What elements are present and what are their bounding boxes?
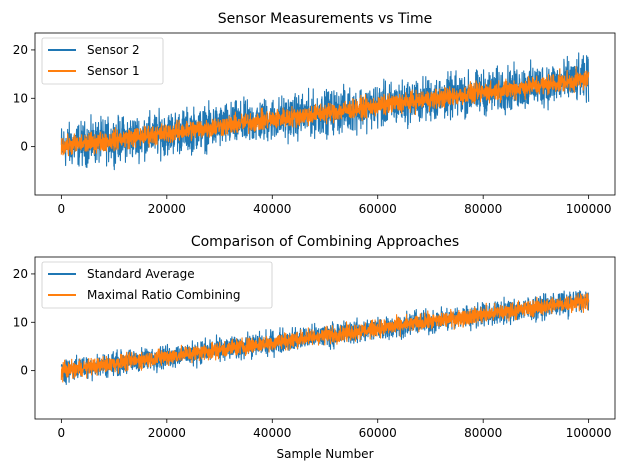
axes-frame: [34, 32, 616, 196]
subplot-sensor-measurements: Sensor Measurements vs Time 0 20000 40000 6…: [13, 11, 616, 216]
subplot-combining-approaches: Comparison of Combining Approaches 0 2000…: [13, 234, 616, 461]
y-tick-label: 10: [13, 91, 28, 105]
x-tick-label: 100000: [566, 426, 612, 440]
x-tick-label: 80000: [464, 202, 502, 216]
legend-label-standard-average: Standard Average: [87, 267, 195, 281]
x-tick-label: 60000: [359, 426, 397, 440]
x-tick-label: 100000: [566, 202, 612, 216]
x-tick-label: 40000: [253, 426, 291, 440]
legend: Standard Average Maximal Ratio Combining: [41, 261, 273, 309]
series-line-sensor-2: [60, 52, 590, 171]
series-line-sensor-1: [60, 66, 590, 157]
x-tick-label: 0: [58, 202, 66, 216]
x-ticks: 0 20000 40000 60000 80000 100000: [58, 419, 612, 440]
x-axis-label: Sample Number: [276, 447, 373, 461]
chart-title: Sensor Measurements vs Time: [218, 11, 433, 27]
y-tick-label: 0: [20, 364, 28, 378]
axes-frame: [34, 256, 616, 420]
chart-title: Comparison of Combining Approaches: [191, 234, 459, 250]
x-tick-label: 60000: [359, 202, 397, 216]
x-tick-label: 0: [58, 426, 66, 440]
x-tick-label: 80000: [464, 426, 502, 440]
x-tick-label: 20000: [148, 426, 186, 440]
y-ticks: 0 10 20: [13, 43, 35, 154]
y-tick-label: 20: [13, 267, 28, 281]
legend-label-sensor-2: Sensor 2: [87, 43, 140, 57]
series-layer: [60, 52, 590, 171]
series-line-maximal-ratio-combining: [60, 292, 590, 383]
legend-label-maximal-ratio: Maximal Ratio Combining: [87, 288, 240, 302]
y-ticks: 0 10 20: [13, 267, 35, 378]
x-ticks: 0 20000 40000 60000 80000 100000: [58, 195, 612, 216]
legend-label-sensor-1: Sensor 1: [87, 64, 140, 78]
y-tick-label: 0: [20, 140, 28, 154]
legend-box: [41, 261, 273, 309]
legend: Sensor 2 Sensor 1: [41, 37, 164, 85]
x-tick-label: 40000: [253, 202, 291, 216]
y-tick-label: 20: [13, 43, 28, 57]
series-layer: [60, 290, 590, 386]
x-tick-label: 20000: [148, 202, 186, 216]
y-tick-label: 10: [13, 315, 28, 329]
